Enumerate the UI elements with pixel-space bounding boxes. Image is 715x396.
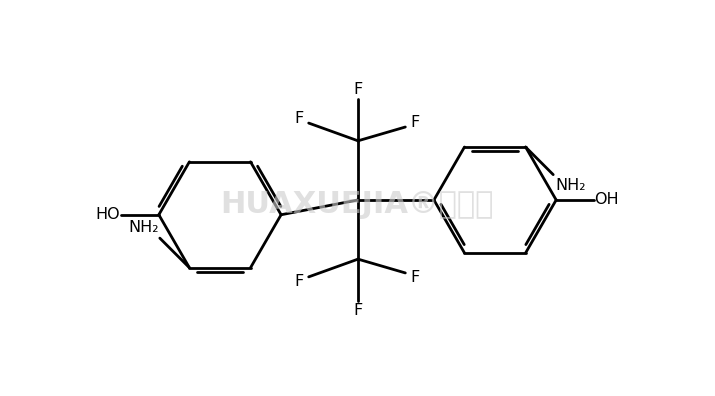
Text: HO: HO (95, 207, 120, 222)
Text: F: F (294, 274, 303, 289)
Text: NH₂: NH₂ (129, 220, 159, 235)
Text: F: F (410, 270, 420, 286)
Text: NH₂: NH₂ (556, 178, 586, 193)
Text: F: F (410, 114, 420, 129)
Text: F: F (294, 110, 303, 126)
Text: F: F (353, 82, 363, 97)
Text: F: F (353, 303, 363, 318)
Text: HUAXUEJIA®化学加: HUAXUEJIA®化学加 (220, 190, 493, 219)
Text: OH: OH (594, 192, 618, 208)
